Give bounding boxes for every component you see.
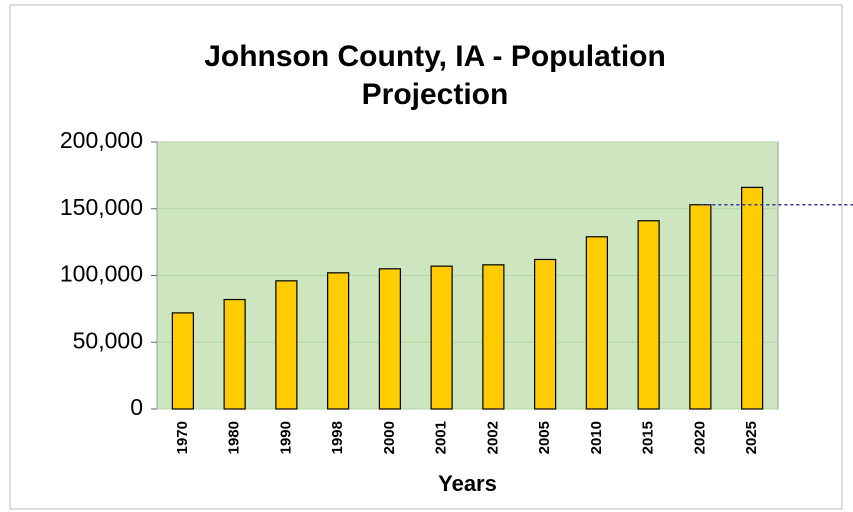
bar (482, 264, 505, 410)
chart-title: Johnson County, IA - Population Projecti… (204, 40, 666, 111)
bar (171, 312, 194, 410)
y-tick-label: 0 (130, 394, 143, 420)
x-axis-label: Years (438, 471, 497, 496)
x-tick-label: 2020 (691, 421, 708, 454)
x-tick-label: 2000 (381, 421, 398, 454)
bar (223, 298, 246, 410)
x-tick-label: 2005 (536, 421, 553, 454)
bar (430, 265, 453, 410)
x-tick-label: 1990 (277, 421, 294, 454)
x-tick-label: 2001 (433, 421, 450, 454)
bar (534, 258, 557, 410)
y-tick-label: 150,000 (60, 194, 143, 220)
x-tick-label: 2010 (588, 421, 605, 454)
x-tick-label: 1980 (226, 421, 243, 454)
bar (689, 204, 712, 410)
x-tick-label: 2015 (640, 421, 657, 454)
bar (741, 186, 764, 410)
x-tick-label: 2025 (743, 421, 760, 454)
x-tick-label: 1998 (329, 421, 346, 454)
bar (637, 220, 660, 410)
y-tick-label: 100,000 (60, 261, 143, 287)
bar (327, 272, 350, 410)
x-tick-label: 2002 (484, 421, 501, 454)
x-tick-label: 1970 (174, 421, 191, 454)
y-tick-label: 200,000 (60, 127, 143, 153)
bar (585, 236, 608, 410)
bar (275, 280, 298, 410)
y-tick-label: 50,000 (73, 327, 143, 353)
bar (378, 268, 401, 410)
